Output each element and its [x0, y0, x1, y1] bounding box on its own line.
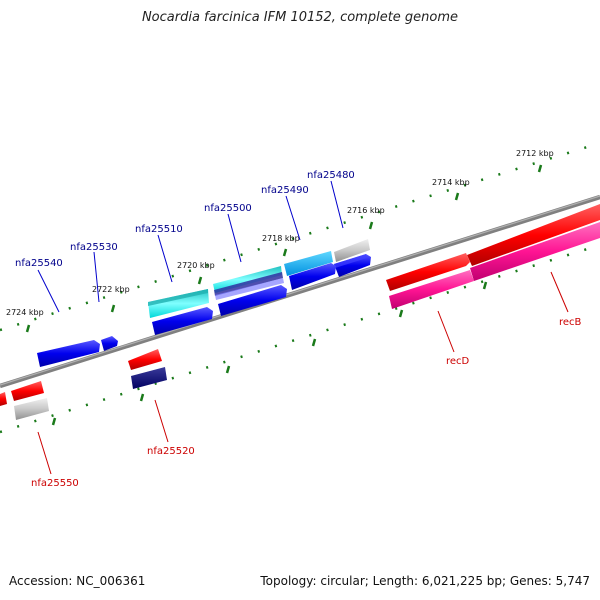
bottom-ruler	[0, 243, 600, 434]
major-ticks	[25, 164, 543, 426]
gene-nfa25500	[218, 285, 287, 316]
gene-nfa25530	[101, 336, 118, 351]
gene-nfa25540	[37, 340, 100, 367]
tick-label-2720: 2720 kbp	[177, 261, 215, 270]
label-leaders-top	[37, 180, 344, 313]
forward-genes	[37, 239, 371, 367]
gene-nfa25490-sky	[284, 251, 333, 276]
gene-label-recD[interactable]: recD	[446, 356, 470, 367]
gene-nfa25520-navy	[131, 367, 167, 389]
gene-label-nfa25480[interactable]: nfa25480	[307, 170, 355, 181]
label-leaders-bottom	[37, 271, 569, 475]
accession-text: Accession: NC_006361	[9, 574, 146, 588]
gene-label-nfa25530[interactable]: nfa25530	[70, 242, 118, 253]
gene-recD-pink	[389, 270, 474, 309]
reverse-genes	[0, 204, 600, 420]
tick-label-2722: 2722 kbp	[92, 285, 130, 294]
gene-label-recB[interactable]: recB	[559, 317, 582, 328]
top-ruler	[0, 141, 600, 332]
genome-title: Nocardia farcinica IFM 10152, complete g…	[141, 10, 459, 25]
gene-recD-red	[386, 253, 470, 291]
genome-axis	[0, 194, 600, 389]
gene-label-nfa25490[interactable]: nfa25490	[261, 185, 309, 196]
tick-label-2716: 2716 kbp	[347, 206, 385, 215]
gene-label-nfa25520[interactable]: nfa25520	[147, 446, 195, 457]
genome-summary-text: Topology: circular; Length: 6,021,225 bp…	[260, 574, 590, 588]
tick-label-2714: 2714 kbp	[432, 178, 470, 187]
tick-label-2724: 2724 kbp	[6, 308, 44, 317]
gene-label-nfa25550[interactable]: nfa25550	[31, 478, 79, 489]
tick-label-2712: 2712 kbp	[516, 149, 554, 158]
gene-label-nfa25500[interactable]: nfa25500	[204, 203, 252, 214]
gene-recB-red	[467, 204, 600, 266]
gene-nfa25520-red	[128, 349, 162, 370]
gene-nfa25490	[289, 263, 336, 290]
gene-left-edge-red	[0, 392, 7, 406]
gene-nfa25510	[152, 307, 213, 335]
gene-label-nfa25540[interactable]: nfa25540	[15, 258, 63, 269]
gene-nfa25510-cyan	[148, 289, 209, 318]
gene-label-nfa25510[interactable]: nfa25510	[135, 224, 183, 235]
tick-label-2718: 2718 kbp	[262, 234, 300, 243]
gene-nfa25550-red	[11, 381, 44, 401]
gene-nfa25550-gray	[14, 398, 49, 420]
gene-gray-top	[334, 239, 370, 262]
gene-nfa25480	[334, 254, 371, 277]
gene-recB-pink	[470, 222, 600, 281]
